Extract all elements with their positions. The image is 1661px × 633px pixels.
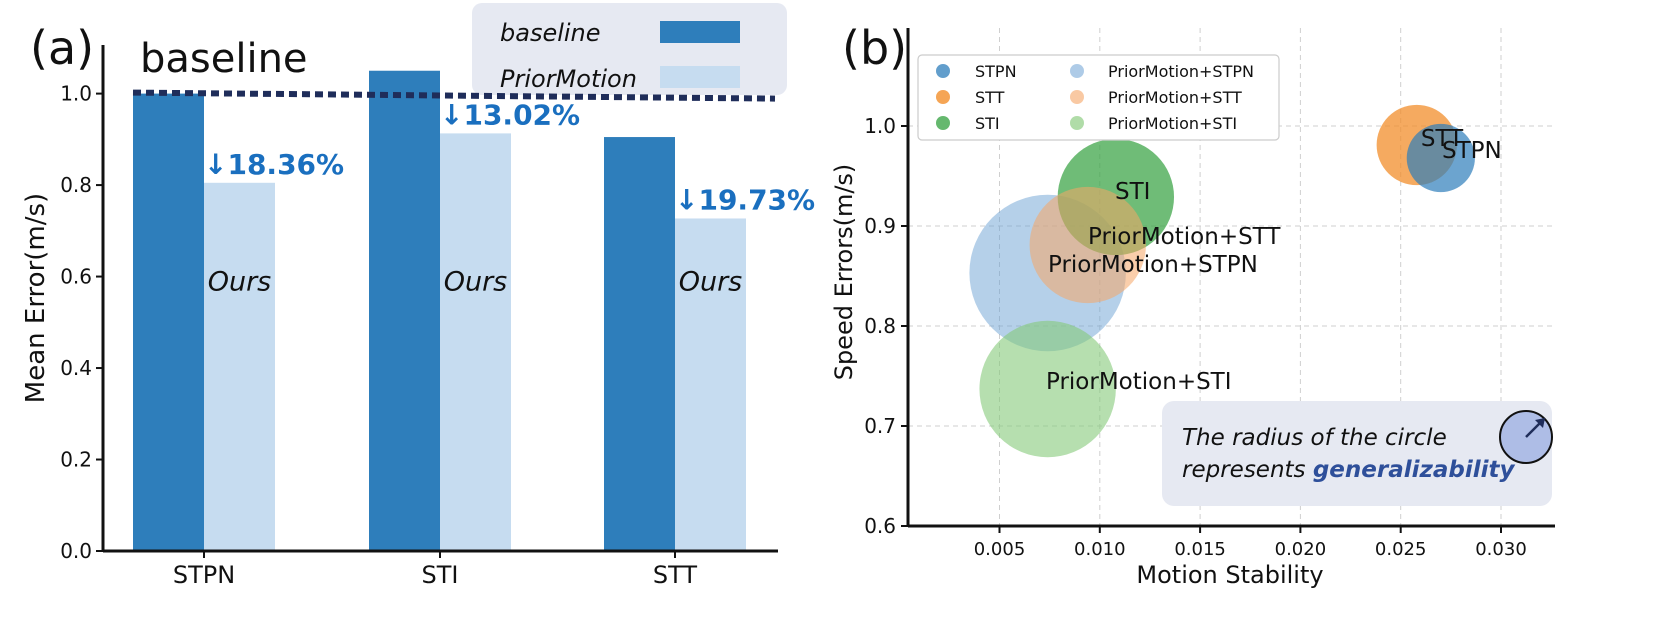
radius-note-background [1162,401,1552,506]
radius-note-line1: The radius of the circle [1182,425,1447,451]
legend-b-label-pm-sti: PriorMotion+STI [1108,114,1237,133]
legend-b-marker-pm-stpn [1070,64,1084,78]
y-tick-label-b: 0.7 [864,414,896,438]
y-tick-label-a: 0.0 [60,539,92,563]
x-tick-label-b: 0.010 [1074,539,1126,560]
x-ticks-b: 0.005 0.010 0.015 0.020 0.025 0.030 [974,526,1527,560]
radius-note-prefix: represents [1182,457,1313,483]
y-axis-label-a: Mean Error(m/s) [21,193,51,403]
x-tick-label-sti: STI [422,561,459,589]
y-tick-label-a: 0.4 [60,356,92,380]
x-tick-label-b: 0.030 [1475,539,1527,560]
bubble-label-priormotion-stpn: PriorMotion+STPN [1048,252,1258,278]
y-tick-label-a: 0.2 [60,448,92,472]
bubble-label-sti: STI [1115,179,1150,205]
bar-inner-label-stpn: Ours [208,266,272,297]
legend-b-marker-stt [936,90,950,104]
bar-inner-label-sti: Ours [444,266,508,297]
y-axis-label-b: Speed Errors(m/s) [830,164,858,381]
legend-b: STPN STT STI PriorMotion+STPN PriorMotio… [917,54,1280,141]
radius-icon-arrowhead [1535,418,1545,428]
panel-a: (a) baseline Mean Error(m/s) baseline Pr… [21,3,815,589]
y-tick-label-a: 0.8 [60,173,92,197]
legend-b-marker-pm-stt [1070,90,1084,104]
x-ticks-a: STPN STI STT [173,551,697,589]
y-ticks-b: 0.6 0.7 0.8 0.9 1.0 [864,114,908,538]
radius-note-line2: represents generalizability [1182,457,1516,483]
improvement-label-stpn: ↓18.36% [204,148,344,181]
panel-a-label: (a) [30,21,94,75]
y-tick-label-b: 0.6 [864,514,896,538]
x-tick-label-stt: STT [653,561,697,589]
legend-b-label-sti: STI [975,114,1000,133]
bubble-priormotion-sti [979,320,1116,458]
bubble-label-priormotion-sti: PriorMotion+STI [1046,369,1232,395]
x-tick-label-b: 0.015 [1174,539,1226,560]
x-tick-label-b: 0.025 [1375,539,1427,560]
legend-b-label-pm-stt: PriorMotion+STT [1108,88,1242,107]
legend-b-background [917,54,1280,141]
baseline-annotation: baseline [140,36,308,82]
legend-a-swatch-baseline [660,21,740,43]
legend-b-label-pm-stpn: PriorMotion+STPN [1108,62,1254,81]
legend-b-marker-sti [936,116,950,130]
point-labels-b: STPNSTTSTIPriorMotion+STPNPriorMotion+ST… [1046,126,1502,395]
x-tick-label-stpn: STPN [173,561,235,589]
bubble-stpn [1406,123,1475,193]
bar-priormotion-sti [440,133,511,551]
legend-b-marker-stpn [936,64,950,78]
bar-labels-a: Ours ↓18.36% Ours ↓13.02% Ours ↓19.73% [204,98,815,297]
bubble-priormotion-stt [1029,186,1146,304]
panel-b: (b) STPNSTTSTIPriorMotion+STPNPriorMotio… [830,21,1555,589]
legend-a-swatch-priormotion [660,66,740,88]
bubble-label-stt: STT [1421,126,1464,152]
bar-priormotion-stt [675,218,746,551]
x-tick-label-b: 0.005 [974,539,1026,560]
improvement-label-stt: ↓19.73% [675,183,815,216]
y-tick-label-b: 0.9 [864,214,896,238]
reference-line [132,89,776,102]
x-axis-label-b: Motion Stability [1136,561,1323,589]
bubble-label-priormotion-stt: PriorMotion+STT [1088,224,1281,250]
radius-note: The radius of the circle represents gene… [1162,401,1553,506]
points-b [969,104,1475,458]
legend-a: baseline PriorMotion [472,3,787,95]
bar-baseline-stpn [133,93,204,551]
y-tick-label-a: 1.0 [60,82,92,106]
bar-priormotion-stpn [204,182,275,551]
y-tick-label-b: 0.8 [864,314,896,338]
y-tick-label-b: 1.0 [864,114,896,138]
bars-a [133,70,746,552]
legend-b-label-stpn: STPN [975,62,1017,81]
bar-inner-label-stt: Ours [679,266,743,297]
y-ticks-a: 0.0 0.2 0.4 0.6 0.8 1.0 [60,82,103,563]
bubble-label-stpn: STPN [1442,138,1502,164]
bar-baseline-stt [604,137,675,552]
legend-a-label-priormotion: PriorMotion [500,65,637,93]
legend-b-marker-pm-sti [1070,116,1084,130]
bar-baseline-sti [369,70,440,551]
y-tick-label-a: 0.6 [60,265,92,289]
improvement-label-sti: ↓13.02% [440,98,580,131]
radius-note-highlight: generalizability [1313,457,1516,483]
x-tick-label-b: 0.020 [1275,539,1327,560]
panel-b-label: (b) [842,21,907,75]
legend-b-label-stt: STT [975,88,1005,107]
legend-a-label-baseline: baseline [500,19,601,47]
